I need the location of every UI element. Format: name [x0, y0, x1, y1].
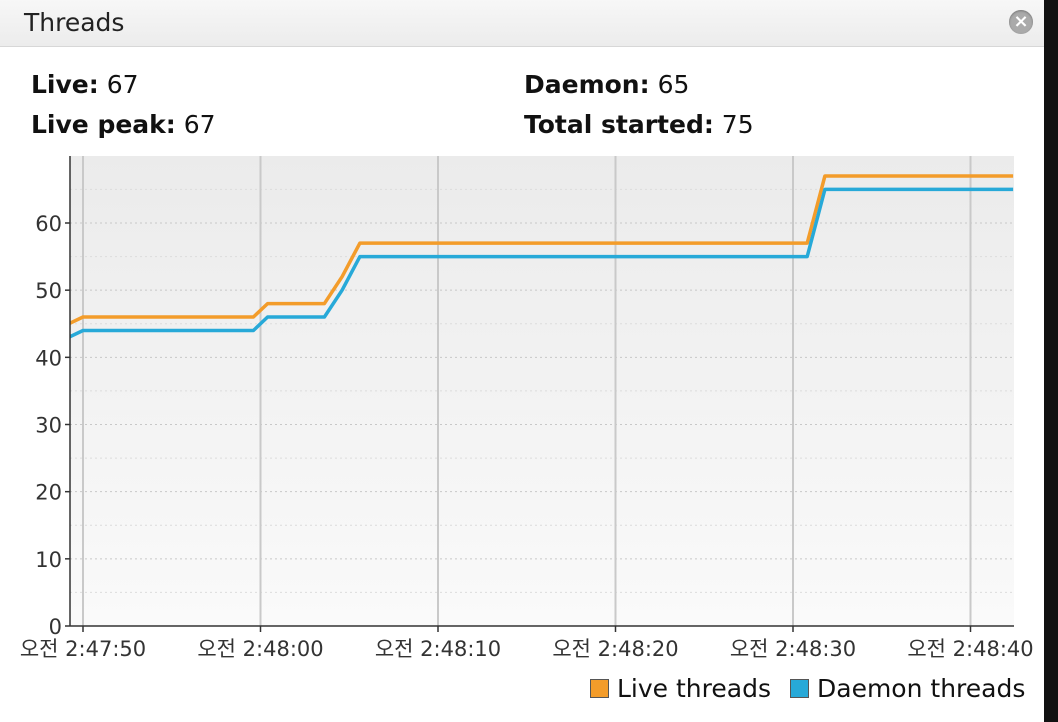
live-label: Live:	[31, 70, 99, 99]
panel-title: Threads	[24, 8, 125, 37]
y-tick-label: 0	[49, 615, 62, 639]
total-started-label: Total started:	[524, 110, 714, 139]
live-swatch	[590, 679, 609, 698]
live-value: 67	[106, 70, 139, 99]
x-tick-label: 오전 2:48:10	[375, 637, 501, 661]
y-tick-label: 60	[35, 212, 62, 236]
legend-live: Live threads	[590, 674, 771, 704]
x-tick-label: 오전 2:48:20	[552, 637, 678, 661]
y-tick-label: 10	[35, 548, 62, 572]
x-tick-label: 오전 2:48:00	[197, 637, 323, 661]
y-tick-label: 30	[35, 414, 62, 438]
legend-live-label: Live threads	[617, 674, 771, 703]
legend-daemon-label: Daemon threads	[817, 674, 1026, 703]
y-tick-label: 20	[35, 481, 62, 505]
daemon-value: 65	[657, 70, 690, 99]
legend-daemon: Daemon threads	[790, 674, 1025, 704]
close-icon[interactable]: ×	[1009, 10, 1033, 34]
y-tick-label: 40	[35, 346, 62, 370]
total-started-value: 75	[721, 110, 754, 139]
x-tick-label: 오전 2:48:40	[907, 637, 1033, 661]
x-tick-label: 오전 2:47:50	[20, 637, 146, 661]
x-tick-label: 오전 2:48:30	[730, 637, 856, 661]
total-started-stat: Total started: 75	[524, 110, 754, 139]
series-line-daemon	[70, 187, 1014, 339]
live-peak-value: 67	[183, 110, 216, 139]
panel-header: Threads ×	[0, 0, 1044, 47]
daemon-label: Daemon:	[524, 70, 650, 99]
window-edge	[1044, 0, 1058, 722]
live-peak-stat: Live peak: 67	[31, 110, 216, 139]
daemon-swatch	[790, 679, 809, 698]
live-stat: Live: 67	[31, 70, 139, 99]
live-peak-label: Live peak:	[31, 110, 176, 139]
series-line-live	[70, 174, 1014, 326]
daemon-stat: Daemon: 65	[524, 70, 689, 99]
y-tick-label: 50	[35, 279, 62, 303]
